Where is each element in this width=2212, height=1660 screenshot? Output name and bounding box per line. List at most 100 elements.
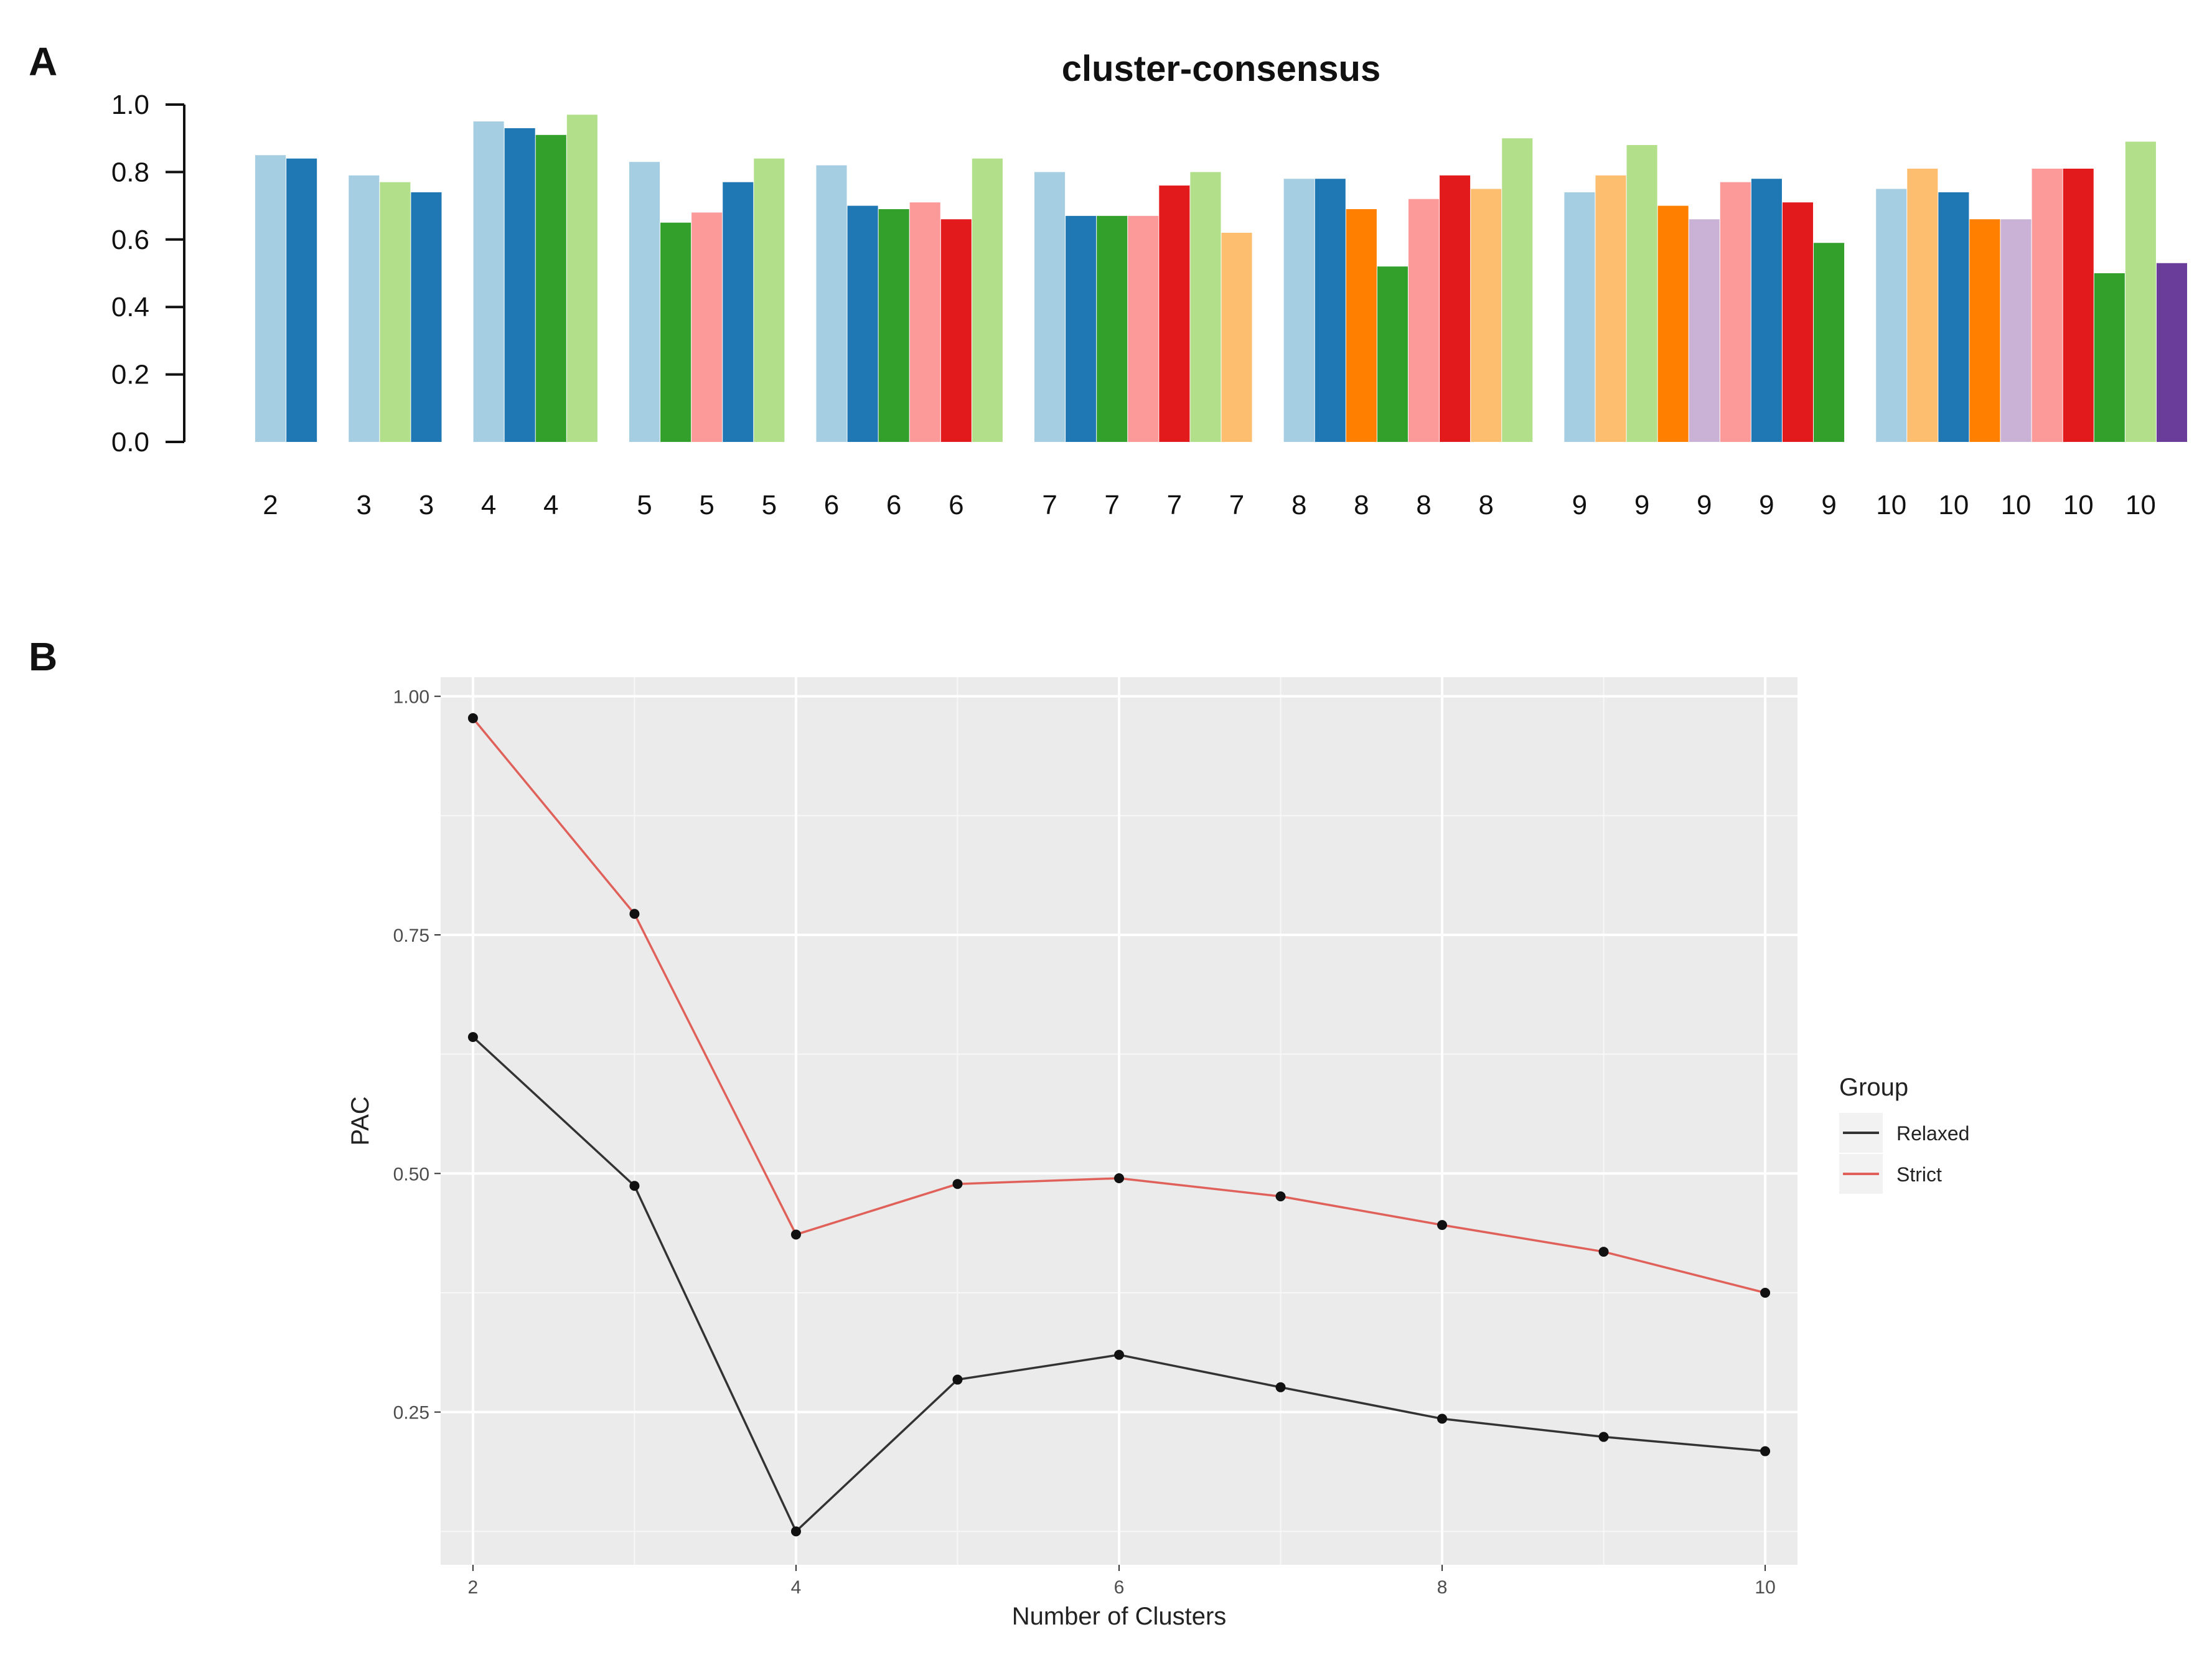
x-tick-label: 4 (543, 490, 558, 520)
data-point-relaxed (1437, 1414, 1448, 1424)
y-tick-label: 1.00 (393, 687, 429, 708)
data-point-relaxed (1114, 1349, 1124, 1360)
x-tick-label: 3 (419, 490, 434, 520)
bar-k6 (878, 209, 909, 442)
data-point-relaxed (467, 1032, 478, 1043)
bar-k4 (473, 121, 504, 443)
data-point-relaxed (1760, 1446, 1771, 1456)
bar-k3 (411, 192, 442, 442)
data-point-relaxed (952, 1374, 963, 1385)
bar-k9 (1657, 205, 1689, 442)
y-axis-title: PAC (347, 1096, 374, 1145)
x-tick-label: 10 (1938, 490, 1969, 520)
x-tick-label: 5 (637, 490, 652, 520)
bar-k7 (1097, 215, 1128, 442)
cluster-consensus-bar-chart: cluster-consensus 0.0 0.2 0.4 0.6 0.8 1.0 2 3 3 4 4… (111, 49, 2187, 520)
bar-k3 (349, 175, 380, 442)
bar-k7 (1128, 215, 1159, 442)
data-point-strict (952, 1179, 963, 1189)
bar-k10 (2000, 219, 2032, 442)
x-tick-label: 7 (1104, 490, 1119, 520)
x-tick-label: 2 (468, 1577, 479, 1598)
data-point-strict (1598, 1247, 1609, 1257)
bar-k9 (1595, 175, 1626, 442)
x-tick-label: 9 (1634, 490, 1649, 520)
bar-k8 (1440, 175, 1471, 442)
legend-label-strict: Strict (1896, 1163, 1942, 1186)
x-axis-title: Number of Clusters (1012, 1603, 1227, 1630)
x-tick-label: 4 (481, 490, 496, 520)
data-point-strict (629, 909, 640, 919)
bar-k6 (847, 205, 878, 442)
data-point-relaxed (1598, 1432, 1609, 1442)
bar-k9 (1626, 145, 1657, 443)
x-tick-label: 10 (2125, 490, 2156, 520)
data-point-relaxed (629, 1181, 640, 1191)
y-tick-label: 0.8 (111, 157, 149, 187)
bar-k10 (2156, 263, 2187, 442)
x-tick-label: 8 (1291, 490, 1306, 520)
bar-k10 (2125, 141, 2156, 442)
bar-k7 (1066, 215, 1097, 442)
bar-k6 (909, 202, 940, 442)
x-tick-label: 3 (357, 490, 372, 520)
bar-k5 (660, 222, 691, 442)
x-tick-label: 5 (762, 490, 777, 520)
bar-k6 (940, 219, 972, 442)
bar-k8 (1471, 189, 1502, 442)
x-tick-label: 9 (1697, 490, 1712, 520)
y-tick-label: 1.0 (111, 90, 149, 120)
x-tick-label: 6 (886, 490, 901, 520)
x-tick-label: 9 (1759, 490, 1774, 520)
bar-k8 (1377, 266, 1408, 442)
y-tick-label: 0.25 (393, 1403, 429, 1423)
x-tick-label: 10 (1876, 490, 1906, 520)
bar-k10 (2094, 273, 2125, 442)
x-tick-label: 7 (1229, 490, 1244, 520)
x-tick-label: 10 (2063, 490, 2094, 520)
x-tick-label: 6 (949, 490, 963, 520)
x-tick-label: 9 (1821, 490, 1836, 520)
x-tick-label: 2 (263, 490, 278, 520)
bar-k6 (816, 165, 847, 442)
bar-k5 (754, 158, 785, 442)
bar-k5 (723, 182, 754, 442)
bar-k10 (1907, 168, 1938, 442)
x-tick-label: 9 (1572, 490, 1587, 520)
x-tick-label: 8 (1437, 1577, 1448, 1598)
bar-k5 (629, 162, 660, 442)
data-point-strict (1114, 1173, 1124, 1183)
data-point-strict (467, 713, 478, 723)
bar-k4 (566, 115, 598, 442)
bar-k7 (1190, 172, 1221, 442)
bar-k8 (1315, 179, 1346, 442)
x-tick-label: 7 (1042, 490, 1057, 520)
bar-k10 (1938, 192, 1969, 442)
legend-label-relaxed: Relaxed (1896, 1122, 1969, 1145)
bar-k8 (1408, 199, 1440, 442)
bar-k3 (380, 182, 411, 442)
x-tick-label: 8 (1478, 490, 1493, 520)
x-tick-label: 10 (2001, 490, 2032, 520)
y-tick-label: 0.2 (111, 360, 149, 390)
bar-k5 (691, 212, 723, 442)
y-tick-label: 0.4 (111, 292, 149, 322)
bar-k9 (1720, 182, 1751, 442)
bar-k4 (535, 134, 566, 442)
bar-k7 (1221, 232, 1252, 442)
x-tick-label: 8 (1416, 490, 1431, 520)
panel-label-b: B (29, 634, 58, 679)
y-tick-label: 0.6 (111, 225, 149, 255)
x-tick-label: 8 (1354, 490, 1369, 520)
data-point-strict (1437, 1220, 1448, 1231)
bar-k7 (1159, 185, 1190, 442)
data-point-relaxed (1275, 1382, 1286, 1392)
chart-title: cluster-consensus (1062, 49, 1381, 89)
x-tick-label: 10 (1755, 1577, 1775, 1598)
x-tick-label: 4 (791, 1577, 802, 1598)
data-point-relaxed (790, 1526, 801, 1537)
panel-label-a: A (29, 39, 58, 84)
legend-title: Group (1839, 1074, 1908, 1101)
x-tick-label: 6 (824, 490, 839, 520)
bar-k9 (1782, 202, 1814, 442)
